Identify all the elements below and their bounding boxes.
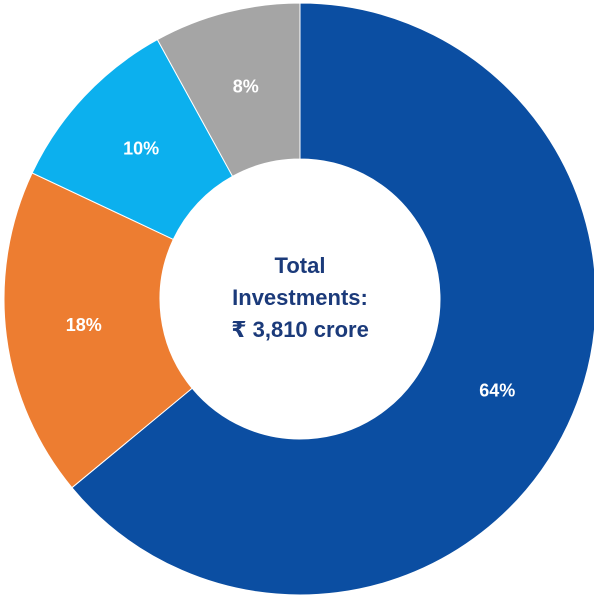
- slice: [3, 172, 193, 489]
- center-line: Investments:: [232, 285, 368, 310]
- slice-label: 64%: [479, 381, 515, 401]
- slice-label: 18%: [66, 315, 102, 335]
- slices: [3, 2, 594, 595]
- labels: 64% 18% 10% 8%: [66, 77, 516, 401]
- slice: [156, 2, 301, 177]
- center-line: ₹ 3,810 crore: [231, 317, 369, 342]
- slice: [71, 2, 594, 595]
- center-text: Total Investments: ₹ 3,810 crore: [231, 253, 369, 342]
- slice-label: 8%: [233, 77, 259, 97]
- center-line: Total: [275, 253, 326, 278]
- slice-label: 10%: [123, 139, 159, 159]
